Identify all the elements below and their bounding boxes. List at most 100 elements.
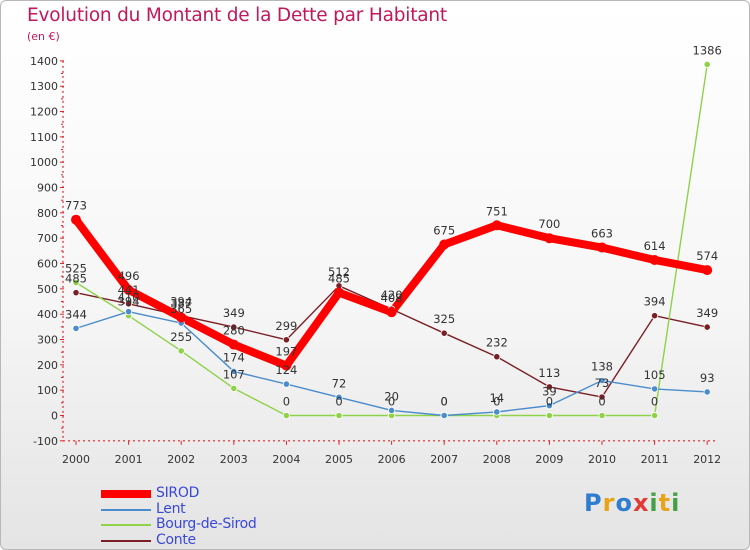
data-label: 394 xyxy=(644,295,666,309)
x-tick-label: 2006 xyxy=(378,453,406,466)
x-tick-label: 2001 xyxy=(115,453,143,466)
data-label: 349 xyxy=(223,306,245,320)
x-tick-label: 2002 xyxy=(167,453,195,466)
data-point xyxy=(230,384,238,392)
data-labels: 4854413943492995124203252321137339434952… xyxy=(65,43,722,408)
y-tick-label: 200 xyxy=(37,359,58,372)
data-point xyxy=(493,408,501,416)
data-point xyxy=(282,411,290,420)
data-point xyxy=(650,312,659,320)
data-point xyxy=(650,411,659,420)
data-label: 0 xyxy=(598,395,605,409)
y-tick-label: 300 xyxy=(37,334,58,347)
data-label: 197 xyxy=(275,345,297,359)
legend-swatch xyxy=(101,508,151,511)
data-label: 280 xyxy=(223,324,245,338)
x-tick-label: 2000 xyxy=(62,453,90,466)
data-label: 0 xyxy=(335,395,342,409)
data-point xyxy=(335,411,343,420)
data-label: 496 xyxy=(118,269,140,283)
x-tick-label: 2005 xyxy=(325,453,353,466)
data-label: 485 xyxy=(65,272,87,286)
data-point xyxy=(702,265,713,276)
data-label: 420 xyxy=(381,288,403,302)
y-tick-label: 1100 xyxy=(30,131,58,144)
data-point xyxy=(123,284,134,295)
y-tick-label: 1000 xyxy=(30,156,58,169)
data-label: 299 xyxy=(275,319,297,333)
data-point xyxy=(545,411,554,420)
legend-swatch xyxy=(101,539,151,542)
data-point xyxy=(335,393,343,401)
data-label: 93 xyxy=(700,371,715,385)
data-label: 113 xyxy=(538,366,560,380)
data-label: 441 xyxy=(118,283,140,297)
data-point xyxy=(491,220,502,231)
y-tick-label: 500 xyxy=(37,283,58,296)
data-label: 365 xyxy=(170,302,192,316)
data-point xyxy=(71,214,81,225)
legend-swatch xyxy=(101,524,151,526)
data-point xyxy=(230,323,238,331)
data-point xyxy=(282,380,290,388)
y-tick-label: 800 xyxy=(37,207,58,220)
data-label: 675 xyxy=(433,224,455,238)
data-label: 485 xyxy=(328,272,350,286)
series-points xyxy=(71,60,713,420)
data-label: 0 xyxy=(493,395,500,409)
data-point xyxy=(439,239,450,250)
legend-label: Bourg-de-Sirod xyxy=(156,516,257,532)
data-label: 325 xyxy=(433,312,455,326)
data-label: 0 xyxy=(546,395,553,409)
y-tick-label: 1400 xyxy=(30,55,58,68)
data-label: 39 xyxy=(542,385,557,399)
data-point xyxy=(72,278,80,287)
x-tick-label: 2009 xyxy=(535,453,563,466)
data-label: 72 xyxy=(332,376,347,390)
y-tick-label: 900 xyxy=(37,182,58,195)
data-label: 0 xyxy=(651,395,658,409)
data-point xyxy=(386,307,397,318)
data-point xyxy=(493,353,501,361)
proxiti-logo: Proxiti xyxy=(584,489,681,517)
data-point xyxy=(282,336,290,344)
y-tick-label: 0 xyxy=(51,410,58,423)
data-label: 410 xyxy=(118,291,140,305)
data-point xyxy=(440,329,448,337)
data-label: 512 xyxy=(328,265,350,279)
unit-label: (en €) xyxy=(27,30,60,43)
x-tick-label: 2010 xyxy=(588,453,616,466)
data-label: 574 xyxy=(696,249,718,263)
data-point xyxy=(597,242,607,253)
data-point xyxy=(334,287,344,298)
data-label: 255 xyxy=(170,330,192,344)
legend-swatch xyxy=(101,490,151,498)
data-point xyxy=(230,367,238,376)
data-point xyxy=(544,233,555,244)
y-tick-label: 1300 xyxy=(30,80,58,93)
x-tick-label: 2004 xyxy=(272,453,300,466)
data-point xyxy=(72,324,80,332)
data-point xyxy=(649,254,660,265)
data-point xyxy=(440,411,448,420)
data-label: 124 xyxy=(275,363,297,377)
data-point xyxy=(545,402,554,410)
data-point xyxy=(72,289,80,297)
data-label: 14 xyxy=(489,391,504,405)
chart-title: Evolution du Montant de la Dette par Hab… xyxy=(27,5,447,26)
x-tick-label: 2011 xyxy=(641,453,669,466)
data-point xyxy=(176,312,187,323)
y-tick-label: 400 xyxy=(37,308,58,321)
data-label: 138 xyxy=(591,360,613,374)
data-point xyxy=(228,339,239,350)
data-point xyxy=(703,323,711,331)
axes: -100010020030040050060070080090010001100… xyxy=(30,55,721,466)
data-point xyxy=(650,385,659,393)
data-point xyxy=(598,411,606,420)
data-label: 0 xyxy=(388,395,395,409)
data-label: 0 xyxy=(441,395,448,409)
data-label: 387 xyxy=(170,296,192,310)
data-label: 344 xyxy=(65,307,87,321)
data-point xyxy=(703,60,711,69)
data-label: 105 xyxy=(644,368,666,382)
